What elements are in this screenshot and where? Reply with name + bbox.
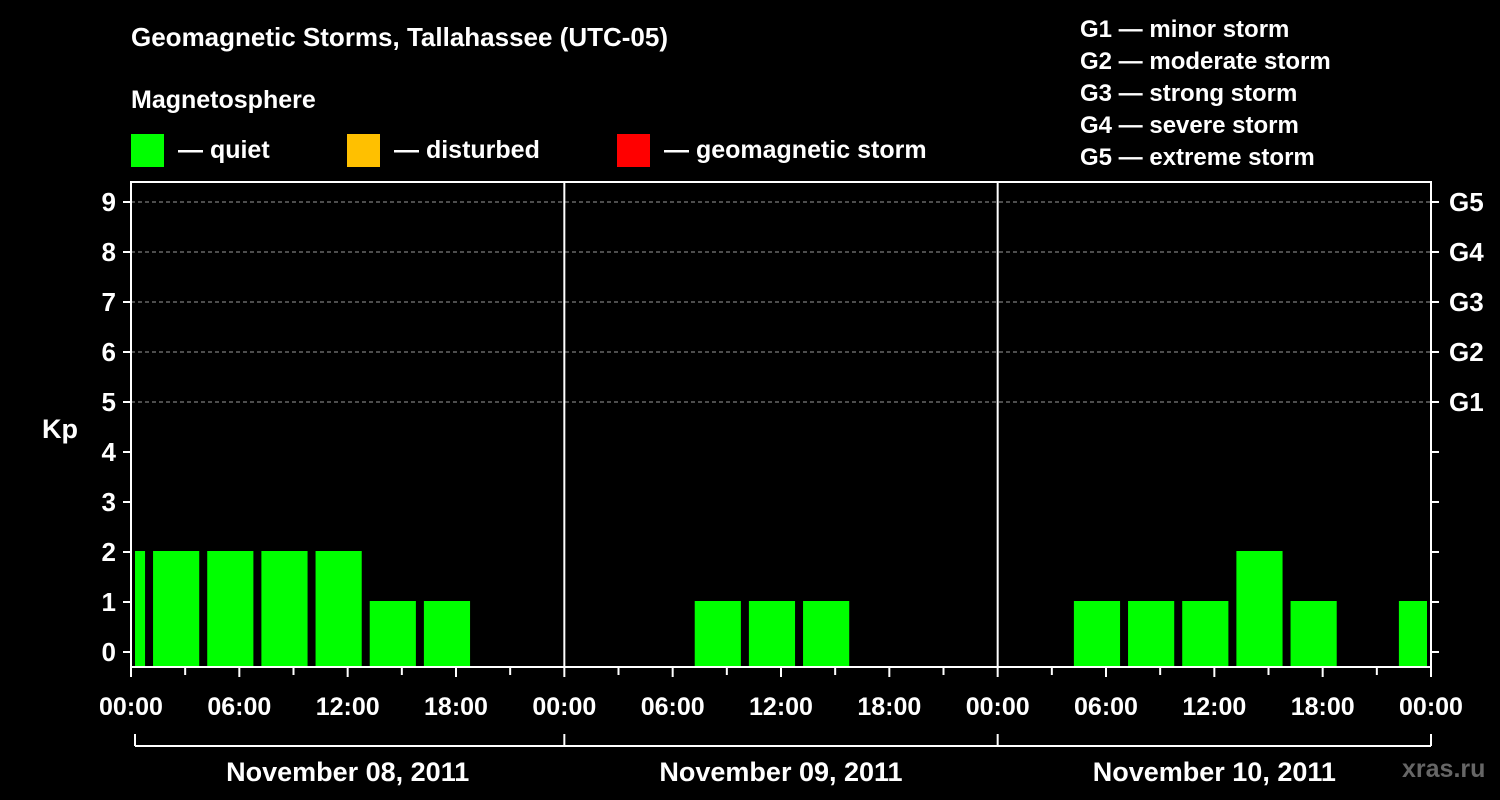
y-tick-label: 9 (102, 187, 116, 217)
legend-item-quiet: — quiet (131, 133, 270, 167)
bar-7 (694, 601, 741, 667)
legend-label-storm: — geomagnetic storm (664, 135, 927, 164)
g-scale-label: G1 (1449, 387, 1484, 417)
bar-1 (153, 551, 200, 667)
y-tick-label: 0 (102, 637, 116, 667)
x-tick-label: 18:00 (857, 693, 921, 721)
day-label: November 08, 2011 (226, 757, 469, 787)
x-tick-label: 06:00 (641, 693, 705, 721)
chart-title: Geomagnetic Storms, Tallahassee (UTC-05) (131, 22, 669, 52)
bar-6 (423, 601, 471, 667)
storm-scale-g2: G2 — moderate storm (1080, 48, 1331, 75)
bar-8 (748, 601, 796, 667)
x-tick-label: 18:00 (1291, 693, 1355, 721)
storm-scale-g5: G5 — extreme storm (1080, 144, 1315, 171)
x-tick-label: 00:00 (1399, 693, 1463, 721)
x-tick-label: 00:00 (99, 693, 163, 721)
x-tick-label: 00:00 (966, 693, 1030, 721)
bar-0 (135, 551, 146, 667)
g-scale-label: G5 (1449, 187, 1484, 217)
disturbed-swatch (347, 133, 380, 167)
bar-13 (1236, 551, 1283, 667)
g-scale-label: G2 (1449, 337, 1484, 367)
legend-item-disturbed: — disturbed (347, 133, 540, 167)
bar-3 (261, 551, 308, 667)
bar-12 (1182, 601, 1229, 667)
x-tick-label: 18:00 (424, 693, 488, 721)
g-scale-label: G4 (1449, 237, 1484, 267)
y-tick-label: 2 (102, 537, 116, 567)
y-tick-label: 3 (102, 487, 116, 517)
magnetosphere-label: Magnetosphere (131, 86, 316, 114)
legend-label-disturbed: — disturbed (394, 135, 540, 164)
x-tick-label: 06:00 (207, 693, 271, 721)
storm-swatch (617, 133, 650, 167)
y-tick-label: 7 (102, 287, 116, 317)
storm-scale-g4: G4 — severe storm (1080, 112, 1299, 139)
y-tick-label: 8 (102, 237, 116, 267)
x-tick-label: 12:00 (1182, 693, 1246, 721)
quiet-swatch (131, 133, 164, 167)
bar-5 (369, 601, 416, 667)
x-tick-label: 12:00 (749, 693, 813, 721)
legend-item-storm: — geomagnetic storm (617, 133, 927, 167)
bar-2 (207, 551, 254, 667)
bar-11 (1128, 601, 1175, 667)
bar-4 (315, 551, 362, 667)
y-tick-label: 4 (102, 437, 117, 467)
storm-scale-g3: G3 — strong storm (1080, 80, 1298, 107)
storm-scale-g1: G1 — minor storm (1080, 16, 1290, 43)
g-scale-label: G3 (1449, 287, 1484, 317)
y-tick-label: 6 (102, 337, 116, 367)
legend-label-quiet: — quiet (178, 135, 270, 164)
storm-scale-legend: G1 — minor storm G2 — moderate storm G3 … (1080, 14, 1331, 174)
y-axis-label: Kp (42, 414, 78, 444)
bar-15 (1398, 601, 1427, 667)
x-tick-label: 06:00 (1074, 693, 1138, 721)
watermark: xras.ru (1402, 755, 1486, 783)
bar-9 (803, 601, 850, 667)
day-label: November 09, 2011 (659, 757, 902, 787)
y-tick-label: 5 (102, 387, 116, 417)
x-tick-label: 00:00 (532, 693, 596, 721)
day-label: November 10, 2011 (1093, 757, 1336, 787)
x-tick-label: 12:00 (316, 693, 380, 721)
y-tick-label: 1 (102, 587, 116, 617)
bar-10 (1073, 601, 1121, 667)
bar-14 (1290, 601, 1337, 667)
